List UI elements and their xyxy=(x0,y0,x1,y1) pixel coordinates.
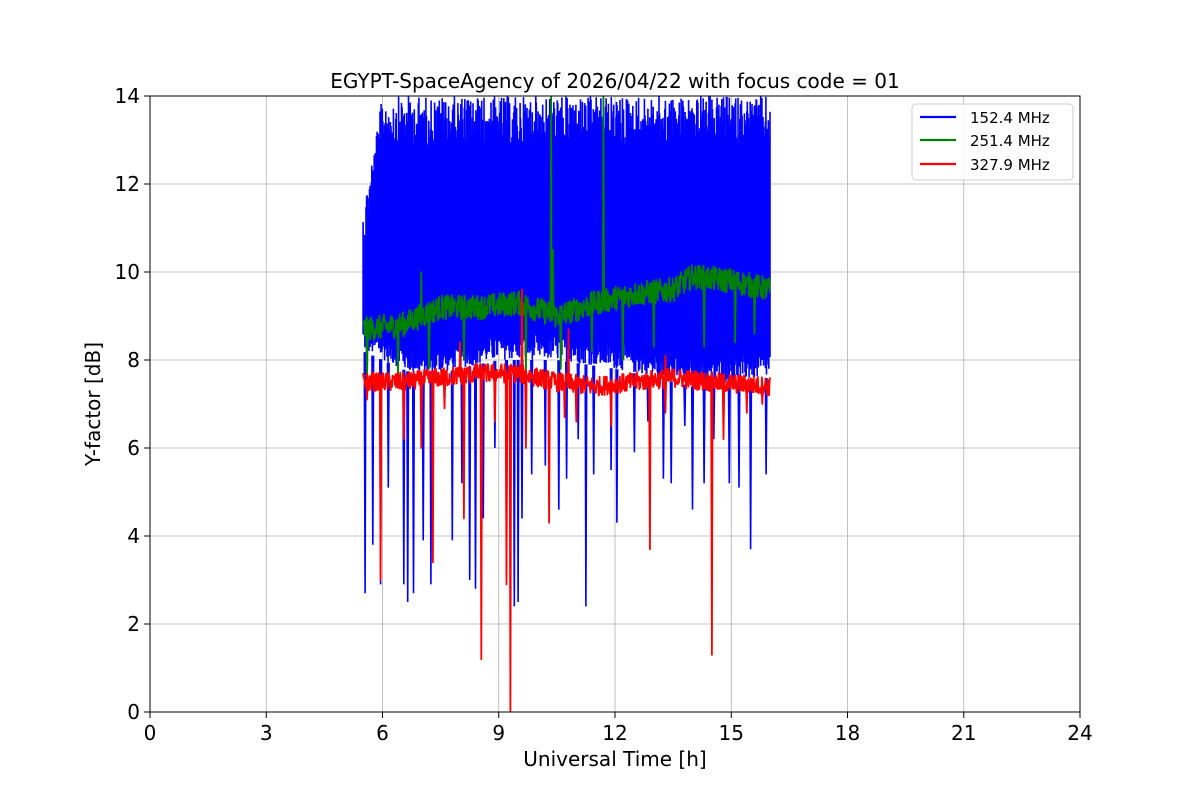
chart-title: EGYPT-SpaceAgency of 2026/04/22 with foc… xyxy=(330,69,899,93)
y-tick-label: 12 xyxy=(115,172,140,196)
y-tick-label: 6 xyxy=(127,436,140,460)
y-axis-label: Y-factor [dB] xyxy=(81,342,105,467)
x-tick-label: 6 xyxy=(376,721,389,745)
x-tick-label: 18 xyxy=(835,721,860,745)
x-tick-label: 0 xyxy=(144,721,157,745)
series-area xyxy=(362,96,771,712)
y-tick-label: 0 xyxy=(127,700,140,724)
y-tick-label: 4 xyxy=(127,524,140,548)
legend-label-251-mhz: 251.4 MHz xyxy=(970,132,1050,150)
x-axis-label: Universal Time [h] xyxy=(523,747,706,771)
x-tick-label: 12 xyxy=(602,721,627,745)
y-tick-label: 14 xyxy=(115,84,140,108)
series-152-mhz-line xyxy=(362,96,771,607)
legend-frame xyxy=(911,103,1074,181)
legend-label-327-mhz: 327.9 MHz xyxy=(970,156,1050,174)
x-tick-label: 9 xyxy=(492,721,505,745)
x-tick-label: 21 xyxy=(951,721,976,745)
y-tick-label: 8 xyxy=(127,348,140,372)
legend-label-152-mhz: 152.4 MHz xyxy=(970,109,1050,127)
x-tick-label: 24 xyxy=(1067,721,1092,745)
legend: 152.4 MHz 251.4 MHz 327.9 MHz xyxy=(911,103,1074,181)
y-tick-label: 10 xyxy=(115,260,140,284)
x-tick-label: 3 xyxy=(260,721,273,745)
y-tick-label: 2 xyxy=(127,612,140,636)
x-tick-label: 15 xyxy=(719,721,744,745)
series-327-mhz-line xyxy=(362,288,771,712)
